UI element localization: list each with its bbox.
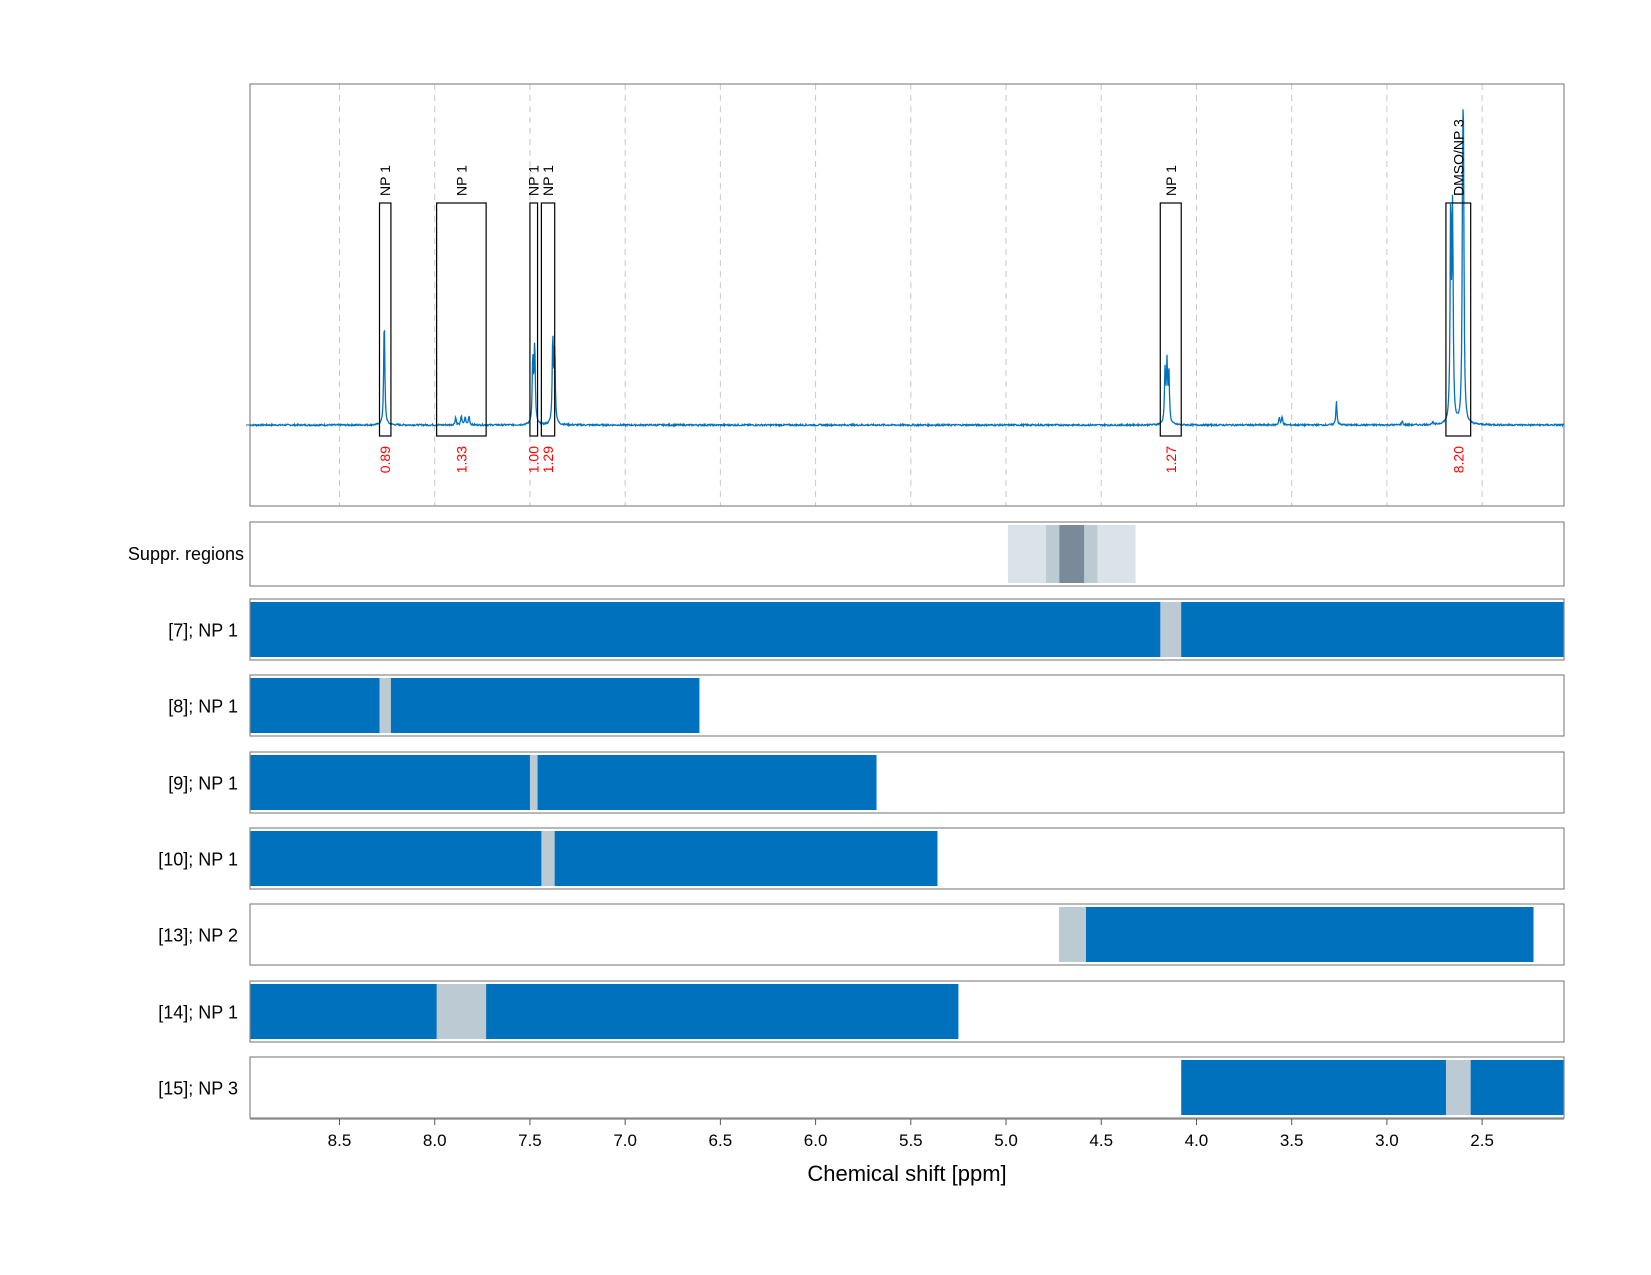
x-axis-title: Chemical shift [ppm] (807, 1161, 1006, 1186)
row-frame (249, 751, 1565, 814)
x-axis: 8.5 8.0 7.5 7.0 6.5 6.0 5.5 5.0 4.5 4.0 3.5 3.0 2.5 (250, 1118, 1564, 1150)
x-tick-label: 7.0 (613, 1131, 637, 1150)
integral-label: 1.00 (526, 446, 542, 473)
row-label: [7]; NP 1 (168, 621, 238, 641)
signal-bar (250, 602, 1564, 657)
row-frame (249, 674, 1565, 737)
x-tick-label: 6.5 (709, 1131, 733, 1150)
grid-lines (339, 84, 1483, 506)
signal-gap (379, 678, 391, 733)
signal-bar (250, 755, 877, 810)
row-label: [15]; NP 3 (158, 1079, 238, 1099)
row-label: [10]; NP 1 (158, 850, 238, 870)
row-frame (249, 1056, 1565, 1119)
suppr-frame (249, 521, 1565, 587)
peak-region-label: DMSO/NP 3 (1450, 119, 1466, 196)
x-tick-label: 5.0 (994, 1131, 1018, 1150)
signal-rows: [7]; NP 1 [8]; NP 1 [9]; NP 1 [10]; NP 1 [13… (158, 598, 1565, 1119)
signal-row: [13]; NP 2 (158, 903, 1565, 966)
peak-region-box (540, 202, 556, 437)
integral-label: 0.89 (377, 446, 393, 473)
x-tick-label: 4.5 (1089, 1131, 1113, 1150)
signal-gap (436, 984, 487, 1039)
peak-region-label: NP 1 (453, 165, 469, 196)
row-frame (249, 903, 1565, 966)
signal-row: [8]; NP 1 (168, 674, 1565, 737)
suppr-label: Suppr. regions (128, 544, 244, 564)
integral-label: 1.29 (540, 446, 556, 473)
peak-region-label: NP 1 (540, 165, 556, 196)
x-tick-label: 4.0 (1185, 1131, 1209, 1150)
integral-label: 1.33 (453, 446, 469, 473)
signal-row: [10]; NP 1 (158, 827, 1565, 890)
signal-row: [7]; NP 1 (168, 598, 1565, 661)
row-frame (249, 598, 1565, 661)
x-tick-label: 5.5 (899, 1131, 923, 1150)
peak-region-label: NP 1 (377, 165, 393, 196)
peak-region-box (378, 202, 392, 437)
spectrum-panel: NP 1 0.89 NP 1 1.33 NP 1 1.00 NP 1 1.29 NP 1 1.27… (246, 83, 1565, 507)
spectrum-line (249, 109, 1565, 428)
signal-bar (1181, 1060, 1564, 1115)
x-tick-label: 6.0 (804, 1131, 828, 1150)
x-tick-label: 8.0 (423, 1131, 447, 1150)
row-label: [8]; NP 1 (168, 697, 238, 717)
peak-region-label: NP 1 (1163, 165, 1179, 196)
integral-label: 8.20 (1450, 446, 1466, 473)
suppression-panel: Suppr. regions (128, 521, 1565, 587)
signal-gap (541, 831, 555, 886)
signal-gap (1445, 1060, 1471, 1115)
signal-row: [14]; NP 1 (158, 980, 1565, 1043)
row-label: [14]; NP 1 (158, 1003, 238, 1023)
x-tick-label: 2.5 (1470, 1131, 1494, 1150)
peak-region-box (1445, 202, 1472, 437)
row-frame (249, 980, 1565, 1043)
row-label: [9]; NP 1 (168, 774, 238, 794)
peak-region-box (529, 202, 539, 437)
signal-gap (529, 755, 538, 810)
signal-bar (250, 984, 959, 1039)
signal-row: [9]; NP 1 (168, 751, 1565, 814)
peak-region-box (1159, 202, 1182, 437)
peak-region-label: NP 1 (526, 165, 542, 196)
signal-bar (250, 678, 700, 733)
integral-label: 1.27 (1163, 446, 1179, 473)
x-tick-label: 7.5 (518, 1131, 542, 1150)
signal-gap (1059, 907, 1087, 962)
signal-bar (250, 831, 938, 886)
row-label: [13]; NP 2 (158, 926, 238, 946)
signal-gap (1160, 602, 1182, 657)
signal-bar (1059, 907, 1534, 962)
peak-region-box (436, 202, 487, 437)
x-tick-label: 3.5 (1280, 1131, 1304, 1150)
row-frame (249, 827, 1565, 890)
suppr-band (1059, 525, 1085, 583)
x-tick-label: 3.0 (1375, 1131, 1399, 1150)
spectrum-frame (249, 83, 1565, 507)
signal-row: [15]; NP 3 (158, 1056, 1565, 1119)
x-tick-label: 8.5 (328, 1131, 352, 1150)
